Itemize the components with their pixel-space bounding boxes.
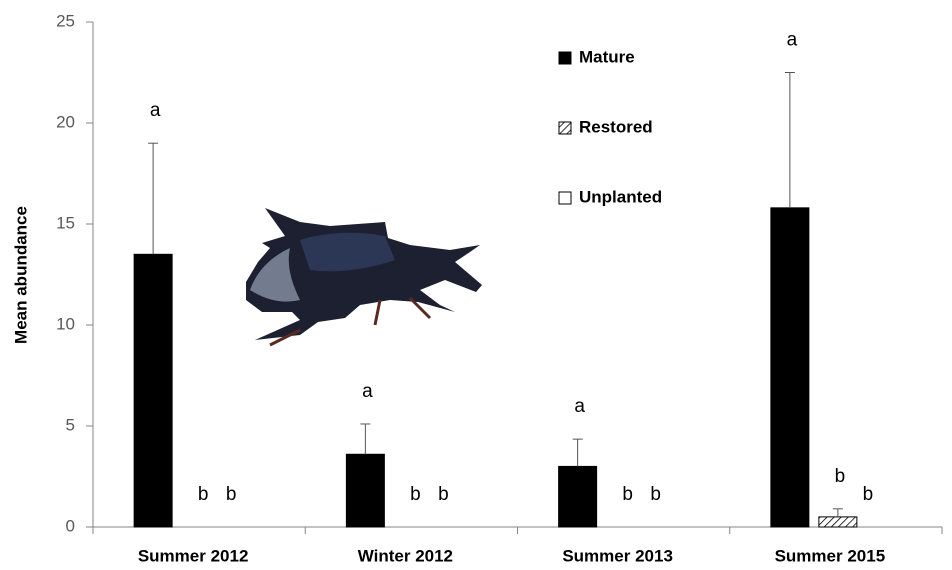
significance-letter: b — [622, 484, 633, 505]
legend-swatch — [558, 51, 572, 65]
significance-letter: a — [362, 381, 373, 402]
x-tick-label: Summer 2013 — [562, 546, 673, 565]
bar — [133, 253, 173, 528]
significance-letter: b — [198, 484, 209, 505]
legend-swatch — [558, 121, 572, 135]
bar — [345, 453, 385, 528]
x-tick-label: Summer 2012 — [138, 546, 249, 565]
legend-label: Unplanted — [579, 187, 662, 206]
legend-label: Restored — [579, 117, 653, 136]
y-tick-label: 0 — [66, 516, 75, 535]
y-tick-label: 10 — [56, 314, 75, 333]
significance-letter: b — [226, 484, 237, 505]
significance-letter: b — [438, 484, 449, 505]
y-tick-label: 15 — [56, 213, 75, 232]
bar — [770, 207, 810, 528]
significance-letter: a — [574, 396, 585, 417]
bar — [818, 516, 858, 528]
legend-label: Mature — [579, 47, 635, 66]
y-tick-label: 25 — [56, 11, 75, 30]
y-tick-label: 5 — [66, 415, 75, 434]
significance-letter: b — [863, 484, 874, 505]
significance-letter: b — [650, 484, 661, 505]
bar — [558, 465, 598, 528]
significance-letter: b — [410, 484, 421, 505]
significance-letter: b — [835, 466, 846, 487]
y-axis-label: Mean abundance — [11, 206, 30, 344]
y-tick-label: 20 — [56, 112, 75, 131]
x-tick-label: Winter 2012 — [358, 546, 453, 565]
beetle-photo — [246, 208, 482, 347]
significance-letter: a — [787, 30, 798, 51]
x-tick-label: Summer 2015 — [775, 546, 886, 565]
significance-letter: a — [150, 100, 161, 121]
legend-swatch — [558, 191, 572, 205]
